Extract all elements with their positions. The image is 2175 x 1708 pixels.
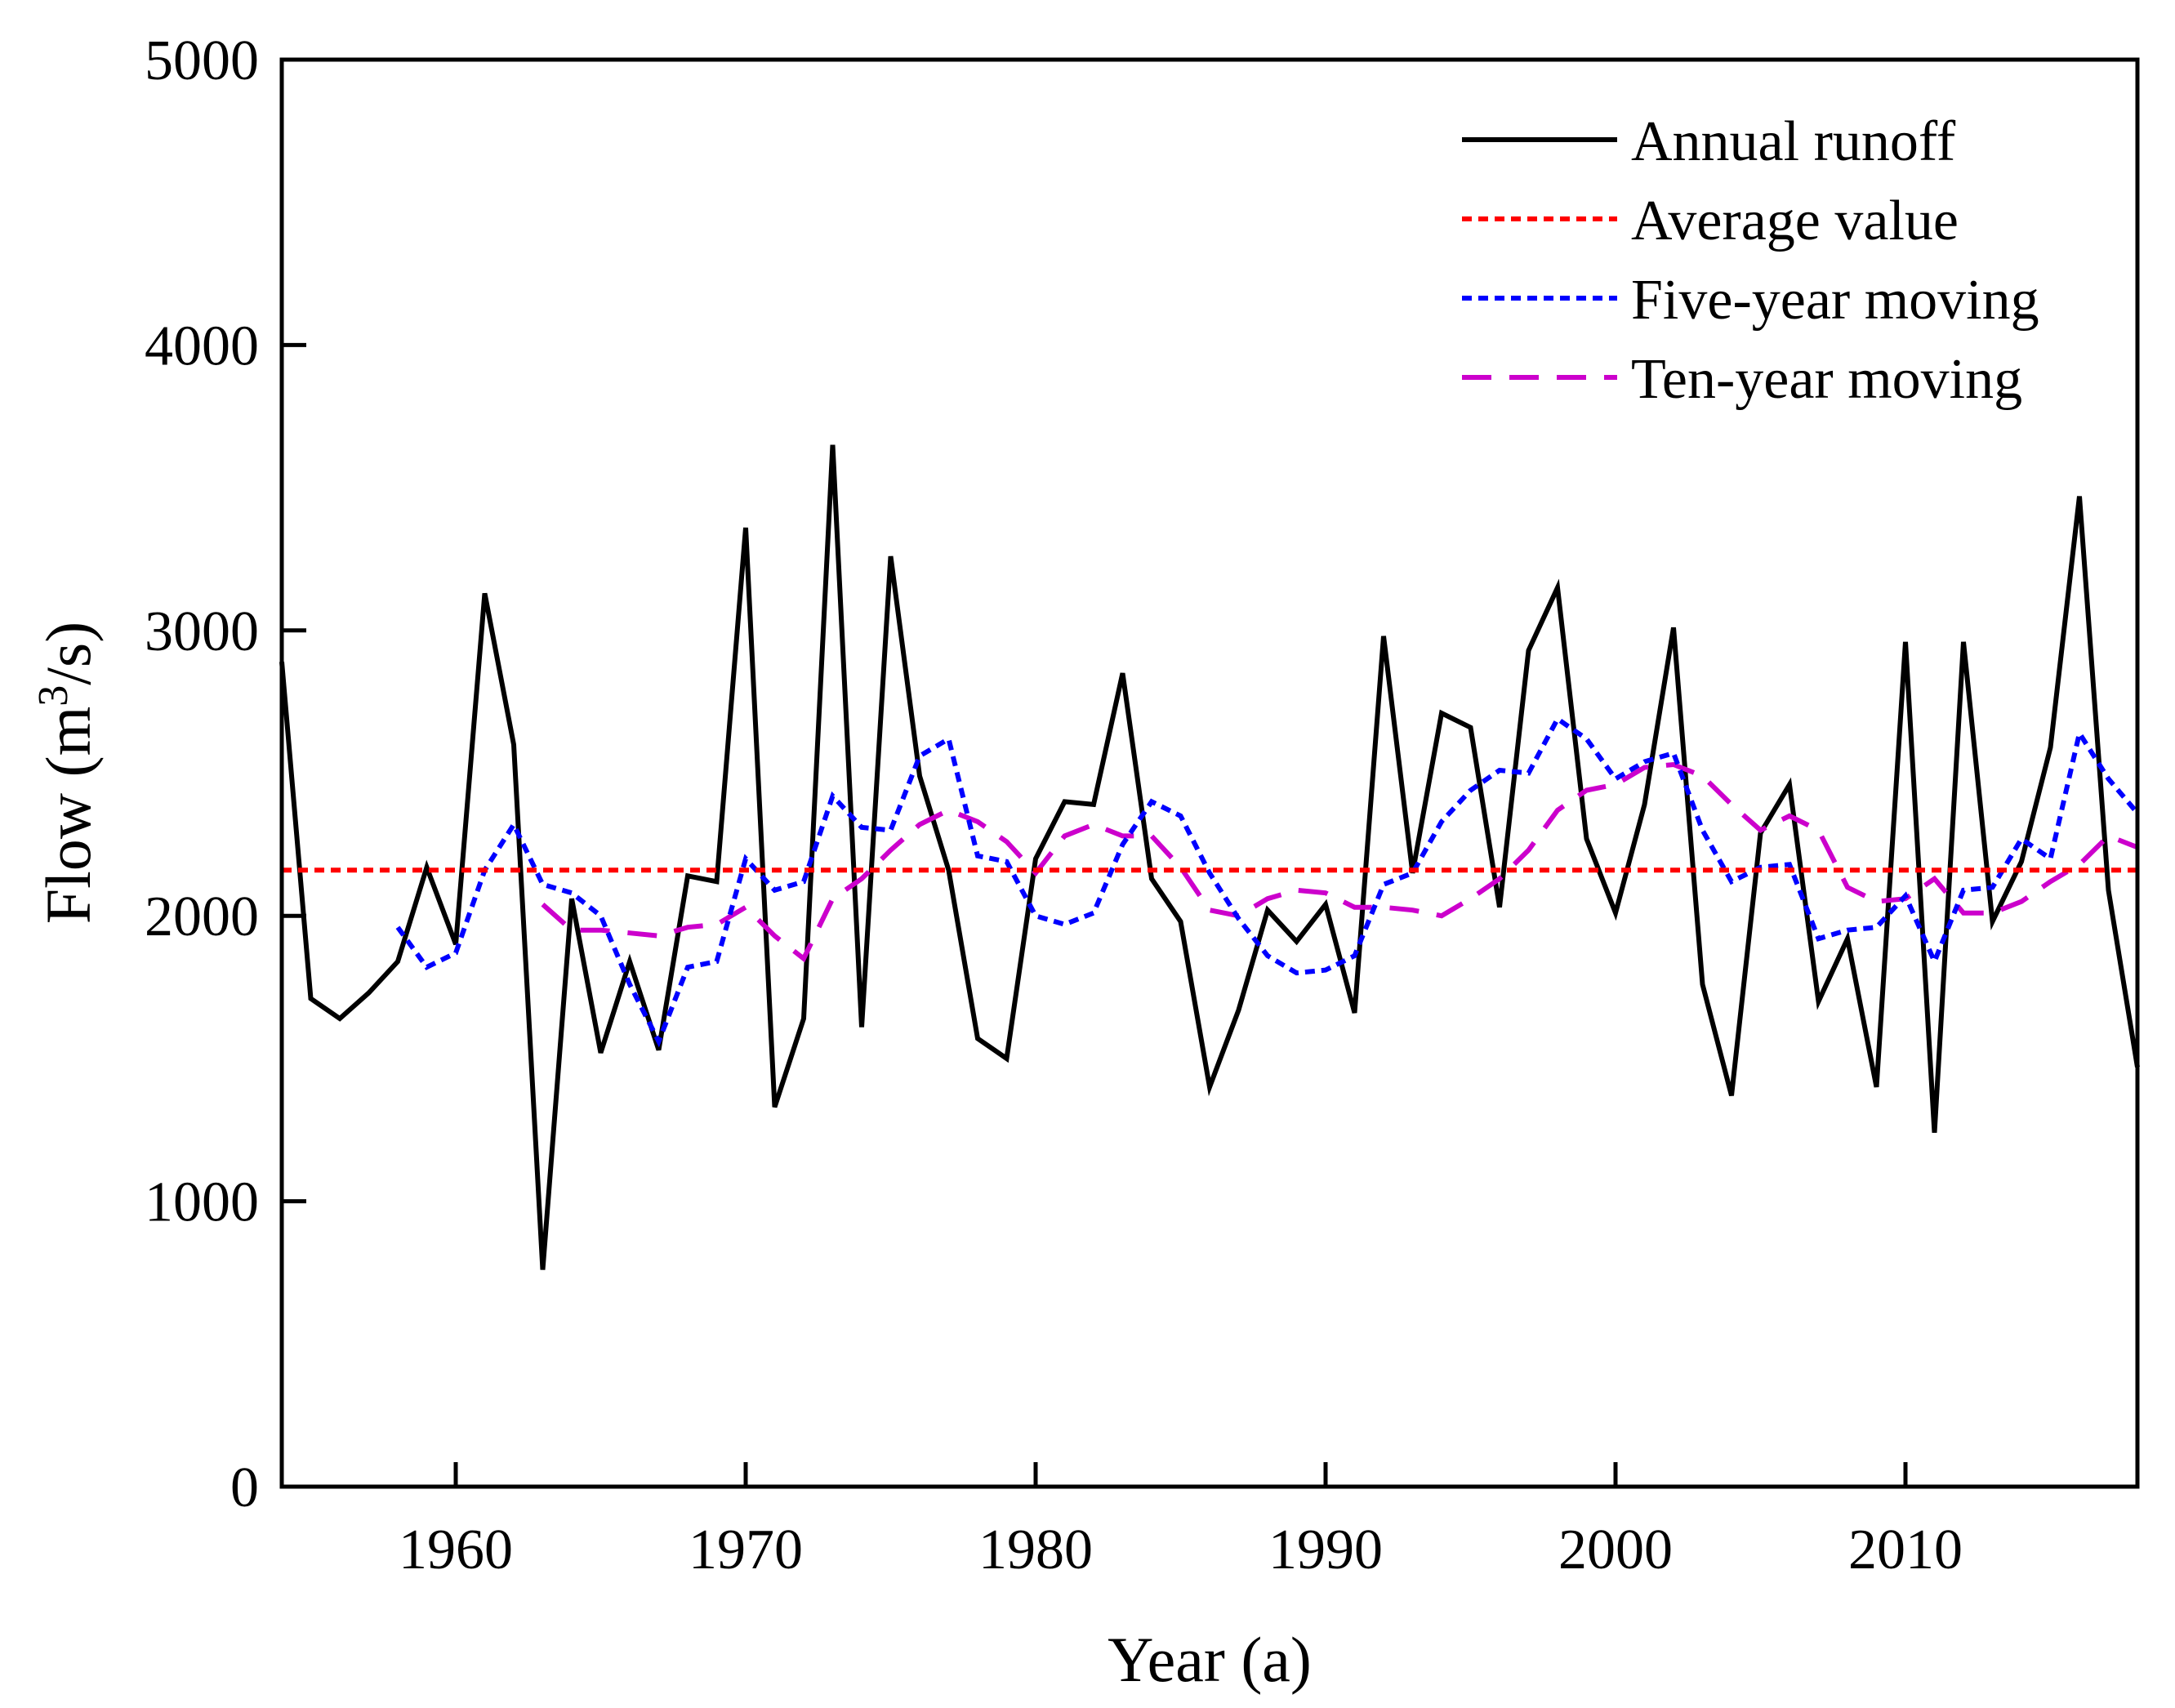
legend-label-ten-year-moving: Ten-year moving [1631,348,2022,411]
x-tick-label-1960: 1960 [399,1518,513,1581]
y-axis-title-main: Flow (m [33,707,104,925]
x-tick-label-2010: 2010 [1848,1518,1963,1581]
y-axis-title-tail: /s) [33,622,104,685]
series-line-five-year-moving [395,715,2140,1048]
y-tick-label-2000: 2000 [145,885,259,948]
x-tick-label-1990: 1990 [1268,1518,1383,1581]
x-axis-title: Year (a) [1108,1624,1312,1695]
x-tick-label-1980: 1980 [978,1518,1093,1581]
legend-label-five-year-moving: Five-year moving [1631,269,2039,332]
y-tick-label-0: 0 [230,1456,259,1519]
y-axis-title-superscript: 3 [30,685,77,707]
y-tick-label-5000: 5000 [145,29,259,92]
series-line-ten-year-moving [541,761,2139,963]
legend-label-average-value: Average value [1631,190,1959,252]
legend-label-annual-runoff: Annual runoff [1631,110,1956,173]
legend: Annual runoff Average value Five-year mo… [1462,110,2039,411]
x-tick-label-1970: 1970 [689,1518,803,1581]
x-tick-label-2000: 2000 [1558,1518,1673,1581]
series-line-annual-runoff [279,444,2140,1270]
ticks-layer: 1960 1970 1980 1990 2000 2010 0 1000 2000 3000 400… [145,29,1963,1581]
y-tick-label-3000: 3000 [145,600,259,663]
series-layer [279,444,2140,1270]
y-tick-label-4000: 4000 [145,314,259,377]
y-axis-title: Flow (m3/s) [30,622,104,925]
plot-frame [279,57,2140,1489]
y-tick-label-1000: 1000 [145,1171,259,1234]
